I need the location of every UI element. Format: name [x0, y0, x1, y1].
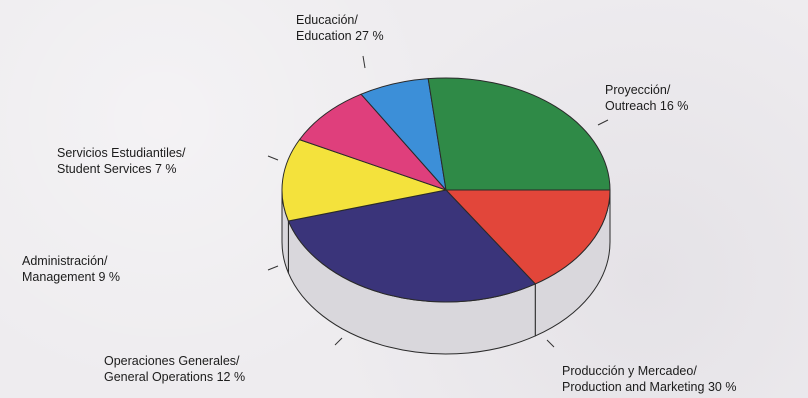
- pie-slice-outreach: [445, 189, 611, 285]
- pie-slice-production-and-marketing: [287, 189, 536, 303]
- label-student-services: Servicios Estudiantiles/ Student Service…: [57, 145, 186, 177]
- label-management-en: Management: [22, 270, 95, 284]
- label-tick-2: [597, 119, 609, 126]
- label-general-operations-value: 12: [216, 370, 231, 384]
- label-production-marketing-en: Production and Marketing: [562, 380, 705, 394]
- label-tick-3: [267, 155, 279, 161]
- label-management: Administración/ Management 9 %: [22, 253, 120, 285]
- label-tick-4: [267, 265, 279, 271]
- label-production-marketing: Producción y Mercadeo/ Production and Ma…: [562, 363, 736, 395]
- label-education-value: 27: [355, 29, 369, 43]
- label-outreach-unit: %: [677, 99, 689, 113]
- label-general-operations-unit: %: [233, 370, 246, 384]
- label-production-marketing-unit: %: [725, 380, 737, 394]
- label-student-services-value: 7: [154, 162, 162, 176]
- label-education-unit: %: [372, 29, 384, 43]
- label-outreach-es: Proyección/: [605, 83, 671, 97]
- label-student-services-en: Student Services: [57, 162, 152, 176]
- label-general-operations: Operaciones Generales/ General Operation…: [104, 353, 245, 385]
- label-student-services-unit: %: [165, 162, 177, 176]
- label-education-es: Educación/: [296, 13, 358, 27]
- label-ticks: [267, 55, 609, 348]
- label-outreach: Proyección/ Outreach 16 %: [605, 82, 688, 114]
- label-management-unit: %: [108, 270, 121, 284]
- label-production-marketing-value: 30: [707, 380, 722, 394]
- label-management-value: 9: [98, 270, 106, 284]
- label-management-es: Administración/: [22, 254, 108, 268]
- pie-slice-management: [299, 93, 447, 191]
- label-outreach-en: Outreach: [605, 99, 657, 113]
- label-general-operations-en: General Operations: [104, 370, 214, 384]
- label-education-en: Education: [296, 29, 352, 43]
- pie-slice-general-operations: [281, 139, 447, 222]
- pie-slice-education: [427, 77, 611, 191]
- label-tick-5: [334, 337, 343, 346]
- label-general-operations-es: Operaciones Generales/: [104, 354, 240, 368]
- label-student-services-es: Servicios Estudiantiles/: [57, 146, 186, 160]
- pie-slices: [281, 77, 611, 303]
- label-tick-6: [546, 339, 555, 348]
- label-education: Educación/ Education 27 %: [296, 12, 384, 44]
- label-production-marketing-es: Producción y Mercadeo/: [562, 364, 697, 378]
- label-tick-1: [362, 55, 366, 69]
- label-outreach-value: 16: [659, 99, 674, 113]
